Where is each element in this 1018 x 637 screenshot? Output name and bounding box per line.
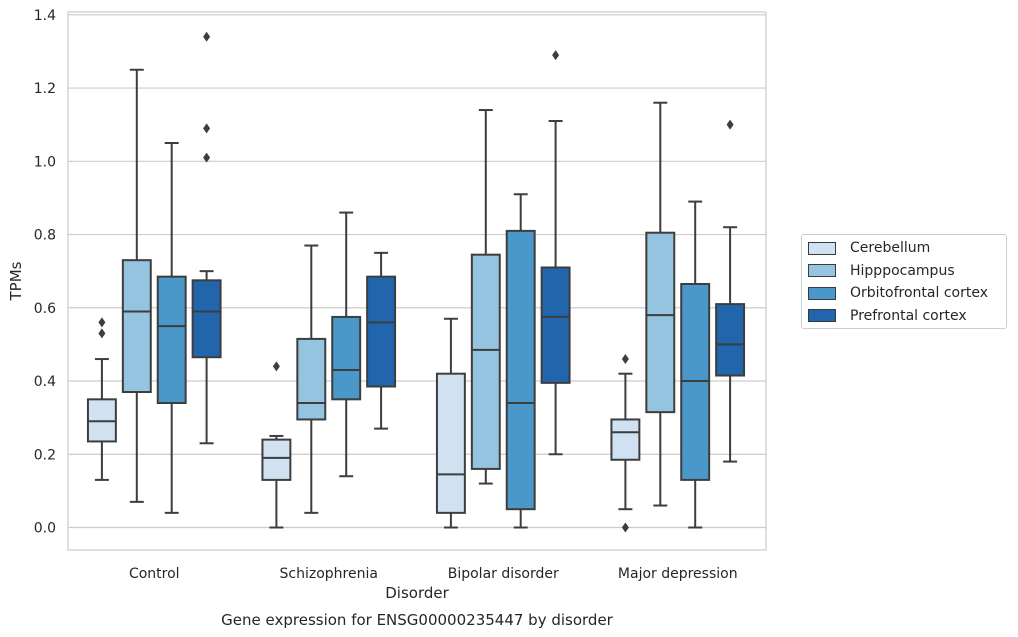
legend-swatch bbox=[808, 264, 836, 277]
box-plot bbox=[680, 200, 711, 529]
iqr-box bbox=[261, 438, 292, 481]
legend-label: Orbitofrontal cortex bbox=[850, 285, 988, 301]
plot-frame bbox=[67, 11, 767, 551]
outlier-point bbox=[98, 317, 106, 328]
box-plot bbox=[610, 354, 641, 533]
legend-item: Cerebellum bbox=[808, 238, 930, 258]
outlier-point bbox=[203, 123, 211, 134]
y-tick-label: 0.0 bbox=[34, 521, 56, 537]
x-tick-label: Major depression bbox=[618, 566, 738, 582]
box-plot bbox=[540, 50, 571, 456]
x-axis-label: Disorder bbox=[385, 584, 449, 602]
iqr-box bbox=[156, 275, 187, 404]
iqr-box bbox=[331, 315, 362, 401]
outlier-point bbox=[272, 361, 280, 372]
y-tick-label: 0.8 bbox=[34, 228, 56, 244]
y-tick-label: 0.6 bbox=[34, 301, 56, 317]
iqr-box bbox=[296, 337, 327, 421]
box-plot bbox=[366, 251, 397, 430]
box-plot bbox=[121, 68, 152, 503]
x-tick-label: Bipolar disorder bbox=[448, 566, 559, 582]
y-tick-label: 1.2 bbox=[34, 81, 56, 97]
outlier-point bbox=[726, 119, 734, 130]
y-tick-labels: 0.0 0.2 0.4 0.6 0.8 1.0 1.2 1.4 bbox=[34, 8, 56, 537]
box-plot bbox=[470, 109, 501, 485]
box-plot bbox=[331, 211, 362, 478]
box-plot bbox=[645, 101, 676, 507]
iqr-box bbox=[645, 231, 676, 414]
box-groups bbox=[86, 31, 746, 533]
legend-label: Cerebellum bbox=[850, 240, 931, 256]
y-tick-label: 0.2 bbox=[34, 447, 56, 463]
legend-swatch bbox=[808, 286, 836, 300]
legend-item: Orbitofrontal cortex bbox=[808, 283, 988, 303]
iqr-box bbox=[505, 229, 536, 511]
x-tick-label: Schizophrenia bbox=[280, 566, 378, 582]
outlier-point bbox=[203, 152, 211, 163]
iqr-box bbox=[366, 275, 397, 388]
iqr-box bbox=[435, 372, 466, 514]
legend-swatch bbox=[808, 309, 836, 322]
box-plot bbox=[191, 31, 222, 445]
y-tick-label: 0.4 bbox=[34, 374, 56, 390]
iqr-box bbox=[121, 259, 152, 394]
outlier-point bbox=[552, 50, 560, 61]
legend-swatch bbox=[808, 241, 836, 255]
box-plot bbox=[156, 141, 187, 514]
box-plot bbox=[435, 317, 466, 529]
outlier-point bbox=[203, 31, 211, 42]
iqr-box bbox=[715, 303, 746, 377]
x-tick-label: Control bbox=[129, 566, 180, 582]
chart-caption: Gene expression for ENSG00000235447 by d… bbox=[221, 611, 614, 629]
iqr-box bbox=[191, 279, 222, 359]
box-plot bbox=[296, 244, 327, 514]
iqr-box bbox=[540, 266, 571, 384]
box-plot bbox=[715, 119, 746, 463]
y-axis-label: TPMs bbox=[7, 261, 25, 301]
legend-label: Prefrontal cortex bbox=[850, 307, 967, 324]
iqr-box bbox=[610, 418, 641, 461]
outlier-point bbox=[621, 354, 629, 365]
legend-item: Hipppocampus bbox=[808, 261, 955, 281]
box-plot bbox=[261, 361, 292, 529]
box-plot bbox=[505, 193, 536, 529]
legend: Cerebellum Hipppocampus Orbitofrontal cort… bbox=[801, 234, 1007, 329]
x-tick-labels: Control Schizophrenia Bipolar disorder Majo… bbox=[129, 566, 738, 582]
y-tick-label: 1.4 bbox=[34, 8, 56, 24]
y-tick-label: 1.0 bbox=[34, 154, 56, 170]
legend-item: Prefrontal cortex bbox=[808, 306, 967, 326]
legend-label: Hipppocampus bbox=[850, 262, 955, 279]
outlier-point bbox=[621, 522, 629, 533]
box-plot bbox=[86, 317, 117, 481]
outlier-point bbox=[98, 328, 106, 339]
iqr-box bbox=[470, 253, 501, 470]
